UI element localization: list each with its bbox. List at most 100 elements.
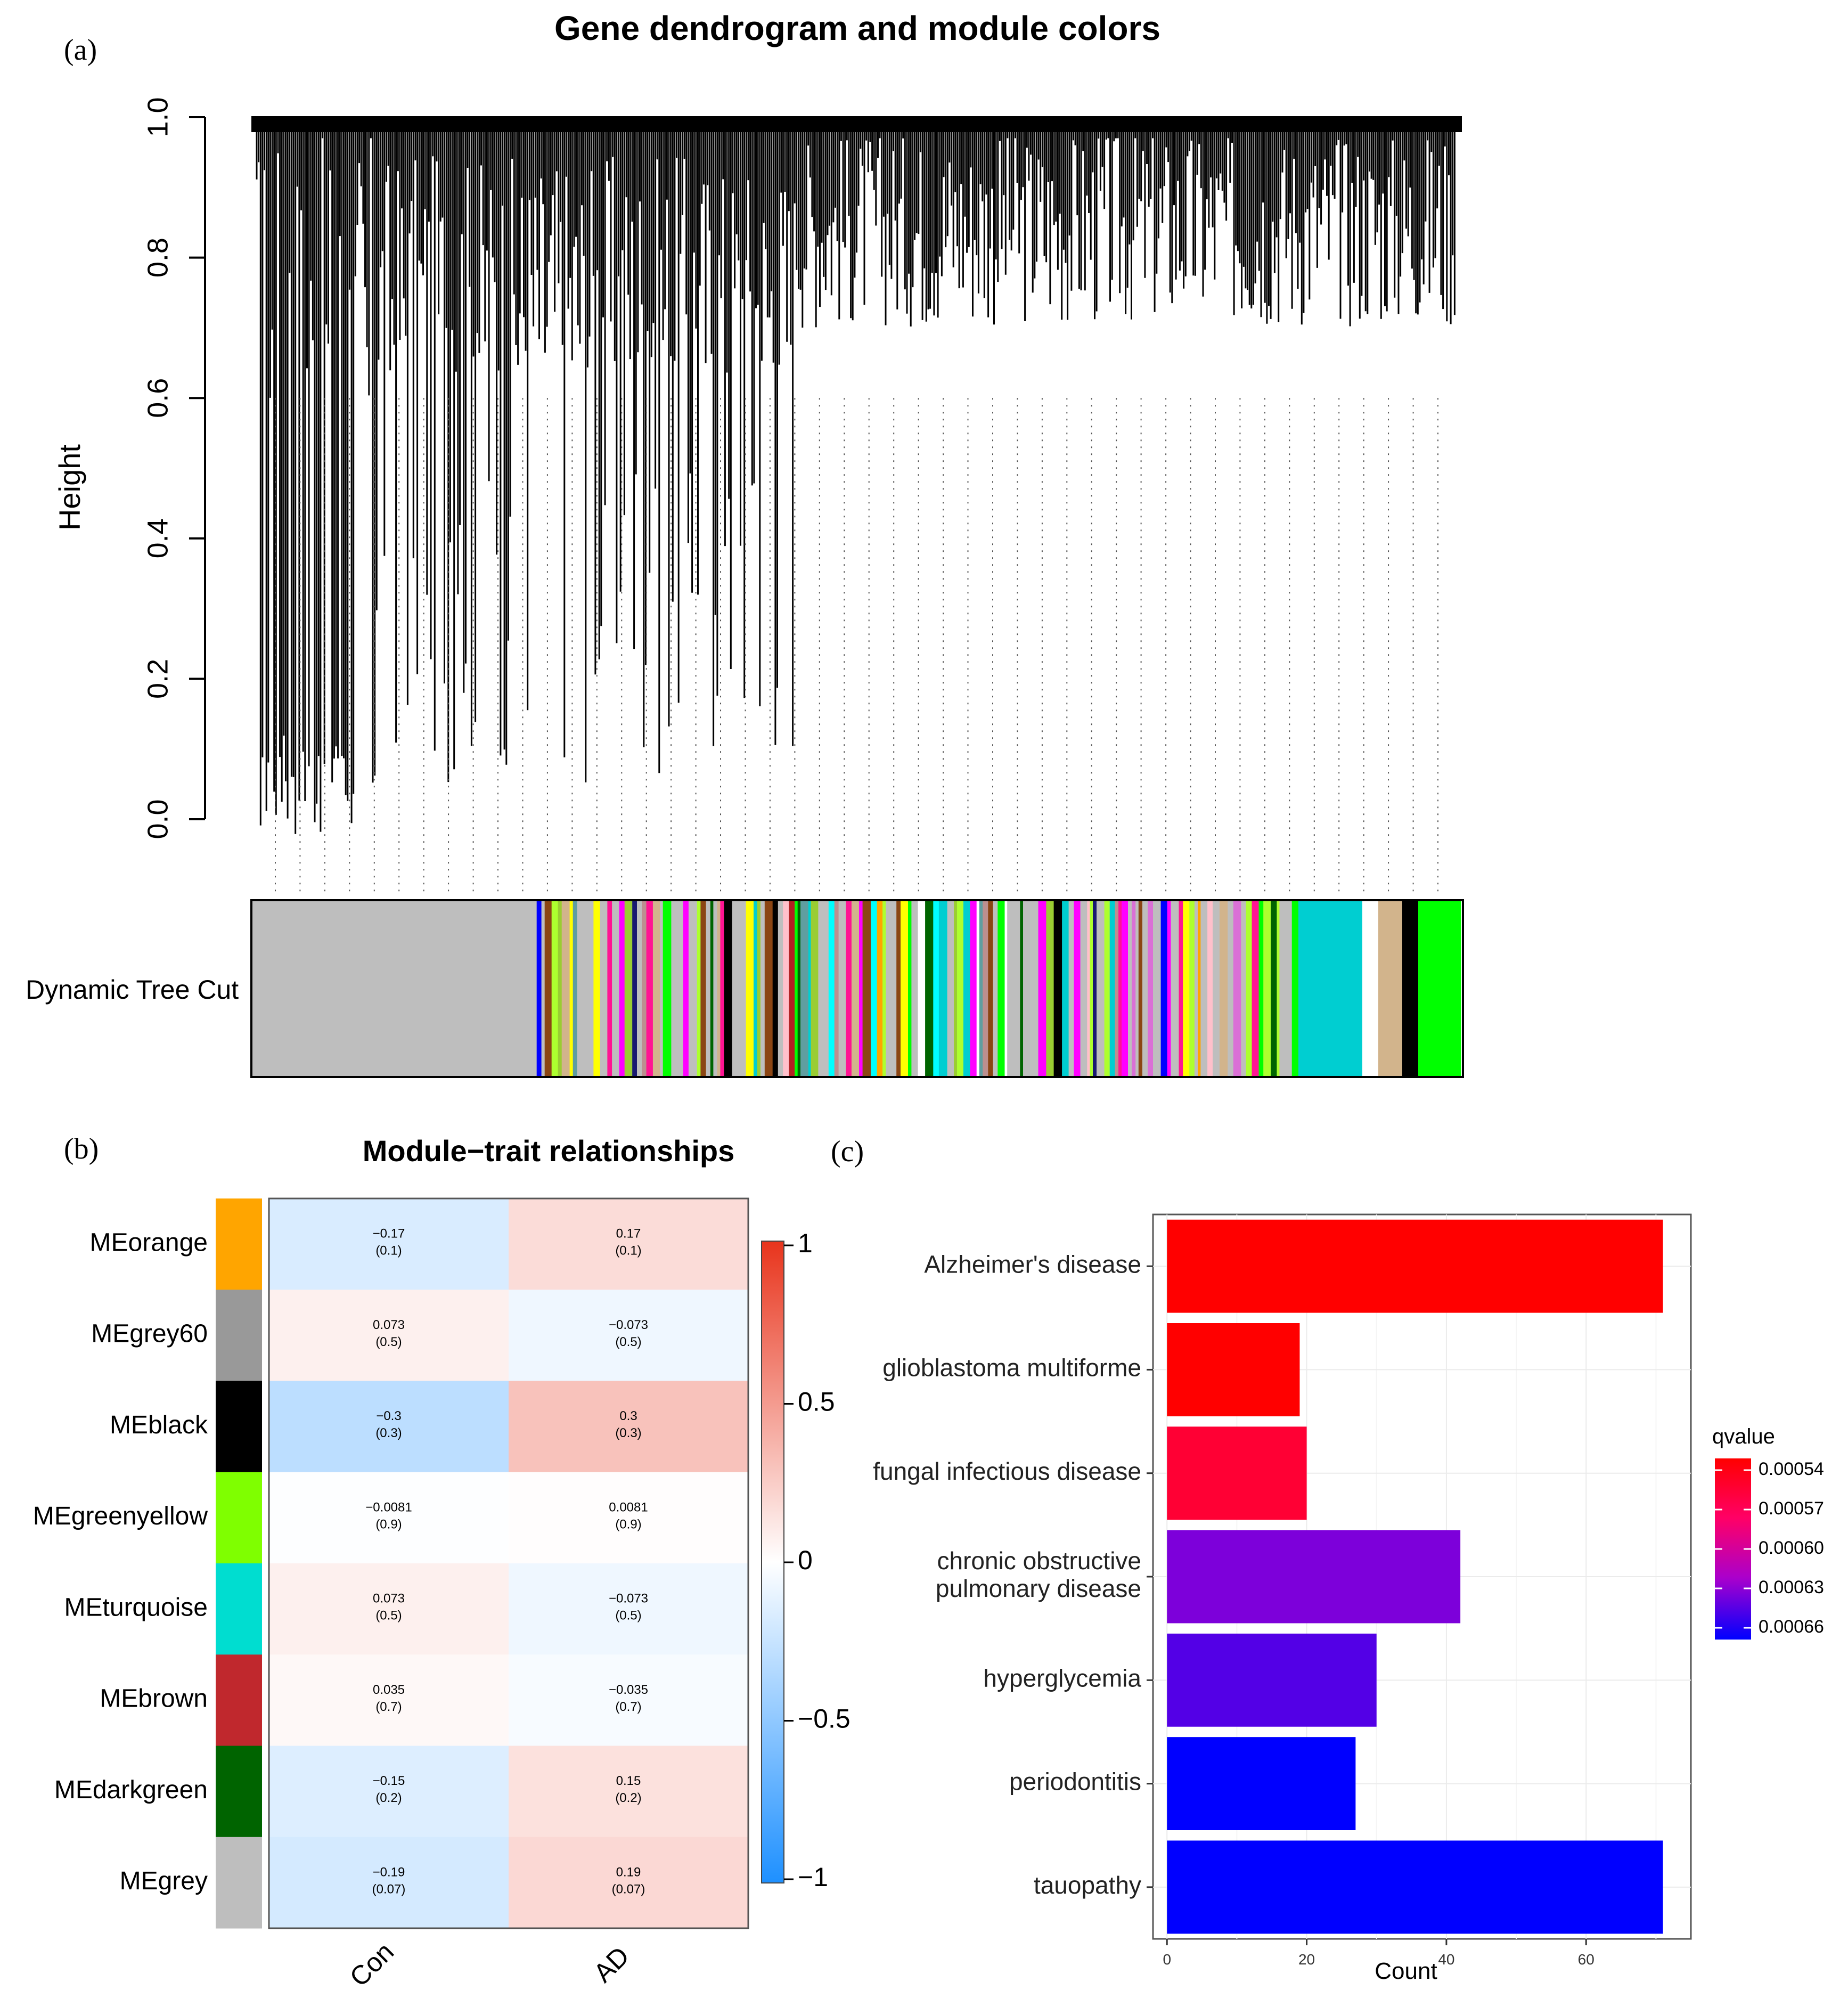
module-swatch <box>216 1654 262 1746</box>
module-swatch <box>216 1472 262 1564</box>
module-segment <box>688 901 698 1076</box>
module-segment <box>764 901 773 1076</box>
module-segment <box>983 901 988 1076</box>
module-swatch <box>216 1563 262 1655</box>
module-segment <box>851 901 860 1076</box>
heatmap-cell <box>269 1290 509 1381</box>
module-segment <box>746 901 754 1076</box>
module-segment <box>828 901 835 1076</box>
panel-c: (c) Alzheimer's disease glioblastoma mult… <box>831 1135 1824 1984</box>
colorbar-label: 1 <box>798 1228 813 1258</box>
module-segment <box>660 901 664 1076</box>
heatmap-row: MEgrey60 0.073 (0.5) −0.073 (0.5) <box>91 1290 749 1381</box>
module-segment <box>795 901 798 1076</box>
module-segment <box>1252 901 1260 1076</box>
cell-correlation: −0.035 <box>609 1683 648 1697</box>
module-segment <box>1128 901 1132 1076</box>
dendrogram-title: Gene dendrogram and module colors <box>554 9 1160 47</box>
module-segment <box>1007 901 1013 1076</box>
module-swatch <box>216 1746 262 1838</box>
module-segment <box>1277 901 1280 1076</box>
module-segment <box>1093 901 1097 1076</box>
module-swatch <box>216 1381 262 1473</box>
module-segment <box>632 901 637 1076</box>
module-segment <box>993 901 998 1076</box>
module-segment <box>925 901 934 1076</box>
heatmap-row: MEgreenyellow −0.0081 (0.9) 0.0081 (0.9) <box>33 1472 749 1564</box>
cell-pvalue: (0.2) <box>615 1791 641 1805</box>
module-segment <box>1148 901 1154 1076</box>
heatmap-column-labels: Con AD <box>344 1937 635 1992</box>
module-segment <box>1194 901 1198 1076</box>
module-label: MEturquoise <box>64 1593 208 1621</box>
module-segment <box>947 901 954 1076</box>
module-segment <box>683 901 689 1076</box>
module-segment <box>1378 901 1403 1076</box>
module-segment <box>732 901 739 1076</box>
module-segment <box>1179 901 1183 1076</box>
module-segment <box>918 901 926 1076</box>
module-segment <box>811 901 819 1076</box>
dendrogram-y-label: Height <box>53 444 86 531</box>
module-segment <box>1219 901 1228 1076</box>
module-segment <box>652 901 660 1076</box>
heatmap-title: Module−trait relationships <box>363 1134 735 1168</box>
module-segment <box>786 901 789 1076</box>
module-segment <box>706 901 711 1076</box>
module-segment <box>1135 901 1139 1076</box>
module-segment <box>724 901 733 1076</box>
bar <box>1167 1323 1300 1416</box>
heatmap-cell <box>269 1837 509 1929</box>
cell-correlation: −0.3 <box>376 1409 401 1423</box>
module-color-bar-frame <box>250 899 1464 1078</box>
module-segment <box>818 901 825 1076</box>
module-segment <box>772 901 779 1076</box>
module-segment <box>1031 901 1039 1076</box>
category-label: periodontitis <box>1009 1768 1141 1796</box>
module-segment <box>979 901 983 1076</box>
module-segment <box>1138 901 1143 1076</box>
category-label: tauopathy <box>1034 1871 1141 1899</box>
module-segment <box>536 901 542 1076</box>
cell-correlation: 0.035 <box>373 1683 405 1697</box>
module-segment <box>1087 901 1091 1076</box>
module-segment <box>1118 901 1122 1076</box>
heatmap-row: MEbrown 0.035 (0.7) −0.035 (0.7) <box>100 1654 749 1746</box>
module-segment <box>1233 901 1241 1076</box>
module-segment <box>862 901 871 1076</box>
module-segment <box>893 901 897 1076</box>
module-segment <box>612 901 620 1076</box>
heatmap-cell <box>509 1472 749 1564</box>
module-segment <box>1183 901 1190 1076</box>
x-tick-label: 0 <box>1163 1951 1171 1968</box>
module-segment <box>1004 901 1008 1076</box>
module-segment <box>1285 901 1293 1076</box>
cell-pvalue: (0.5) <box>615 1609 641 1623</box>
legend-label: 0.00054 <box>1759 1459 1824 1479</box>
module-segment <box>1279 901 1286 1076</box>
module-segment <box>1013 901 1020 1076</box>
cell-pvalue: (0.07) <box>372 1882 406 1896</box>
cell-pvalue: (0.9) <box>375 1517 402 1531</box>
module-segment <box>754 901 758 1076</box>
cell-correlation: 0.073 <box>373 1592 405 1606</box>
module-segment <box>1189 901 1195 1076</box>
category-label: Alzheimer's disease <box>924 1250 1141 1278</box>
module-segment <box>717 901 721 1076</box>
module-segment <box>1020 901 1024 1076</box>
module-segment <box>1122 901 1129 1076</box>
colorbar-label: 0.5 <box>798 1387 835 1417</box>
cell-pvalue: (0.3) <box>375 1426 402 1440</box>
heatmap-cell <box>509 1290 749 1381</box>
heatmap-row: MEorange −0.17 (0.1) 0.17 (0.1) <box>90 1198 749 1290</box>
colorbar-label: 0 <box>798 1545 813 1575</box>
module-segment <box>846 901 852 1076</box>
bar <box>1167 1633 1377 1727</box>
module-segment <box>976 901 980 1076</box>
cell-correlation: 0.19 <box>616 1865 641 1879</box>
legend-label: 0.00063 <box>1759 1577 1824 1597</box>
panel-label-a: (a) <box>64 34 97 67</box>
dendrogram-branches <box>256 127 1455 834</box>
module-segment <box>1207 901 1213 1076</box>
heatmap-rows: MEorange −0.17 (0.1) 0.17 (0.1) MEgrey60 0.073… <box>33 1198 749 1929</box>
